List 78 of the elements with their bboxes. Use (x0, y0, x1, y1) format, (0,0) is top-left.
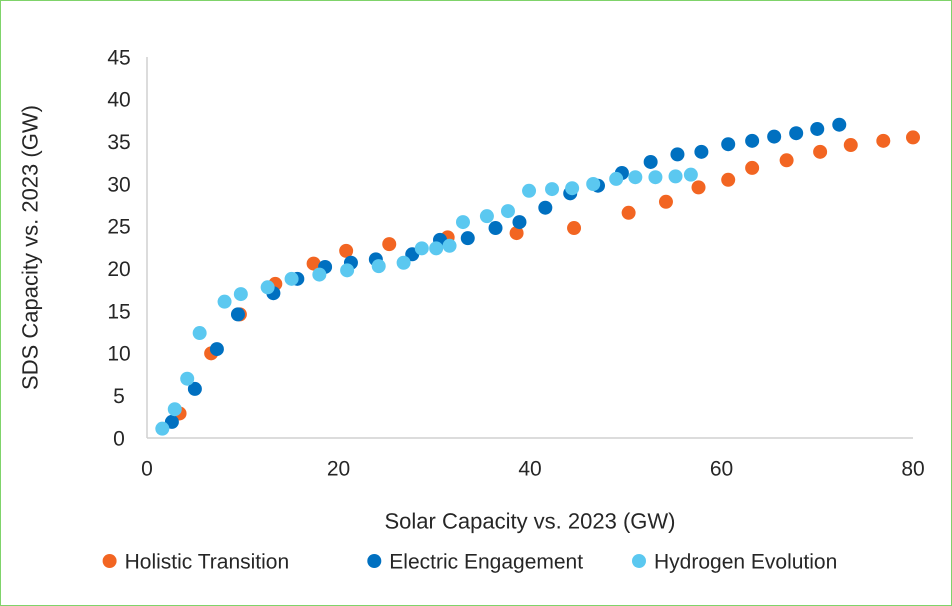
point (480, 209, 494, 224)
point (767, 130, 782, 144)
point (456, 215, 470, 230)
legend-label: Holistic Transition (124, 550, 290, 574)
legend-label: Hydrogen Evolution (654, 550, 838, 574)
y-axis-title: SDS Capacity vs. 2023 (GW) (18, 105, 43, 390)
legend-label: Electric Engagement (389, 550, 584, 574)
point (813, 144, 828, 159)
point (522, 184, 536, 198)
x-tick-label: 0 (141, 457, 153, 480)
point (442, 238, 457, 253)
point (396, 256, 411, 270)
point (510, 226, 524, 240)
y-tick-label: 10 (107, 342, 131, 366)
point (312, 268, 326, 282)
point (168, 402, 182, 416)
point (810, 122, 824, 136)
point (538, 200, 552, 215)
y-tick-label: 45 (107, 46, 131, 70)
y-tick-label: 40 (107, 88, 131, 112)
point (668, 169, 683, 184)
point (488, 221, 503, 236)
y-tick-label: 35 (107, 131, 131, 154)
point (721, 137, 736, 152)
point (500, 204, 515, 218)
point (545, 182, 560, 196)
y-tick-label: 20 (107, 258, 131, 282)
point (260, 280, 275, 294)
point (234, 287, 248, 302)
point (180, 372, 194, 386)
point (789, 126, 804, 140)
y-tick-label: 0 (113, 427, 125, 450)
point (567, 221, 582, 236)
point (460, 231, 475, 246)
point (512, 215, 526, 230)
y-tick-label: 5 (113, 385, 125, 408)
point (382, 237, 396, 252)
point (622, 206, 636, 220)
point (670, 147, 684, 162)
point (832, 118, 846, 132)
point (644, 154, 658, 169)
point (284, 272, 299, 286)
y-tick-label: 15 (107, 300, 131, 324)
point (429, 241, 444, 256)
point (876, 134, 890, 148)
point (906, 130, 920, 144)
point (414, 241, 429, 256)
point (164, 414, 179, 429)
point (648, 170, 662, 184)
point (565, 181, 580, 196)
x-tick-label: 40 (518, 457, 542, 480)
point (780, 153, 794, 168)
point (155, 422, 170, 436)
point (628, 170, 642, 184)
point (844, 138, 858, 152)
point (339, 244, 354, 258)
point (658, 194, 673, 209)
x-tick-label: 20 (326, 457, 350, 480)
point (192, 326, 207, 340)
point (306, 256, 321, 271)
point (721, 172, 736, 187)
point (694, 144, 708, 159)
point (218, 294, 232, 309)
point (372, 259, 386, 274)
point (684, 168, 698, 182)
point (586, 177, 600, 191)
x-tick-label: 80 (901, 457, 925, 480)
point (745, 160, 760, 175)
y-tick-label: 25 (107, 216, 131, 239)
point (745, 134, 760, 148)
y-tick-label: 30 (107, 173, 131, 196)
x-axis-title: Solar Capacity vs. 2023 (GW) (384, 508, 676, 534)
x-tick-label: 60 (710, 457, 734, 480)
point (340, 263, 354, 278)
point (609, 172, 624, 186)
point (210, 342, 224, 356)
point (692, 180, 706, 194)
point (188, 382, 202, 396)
